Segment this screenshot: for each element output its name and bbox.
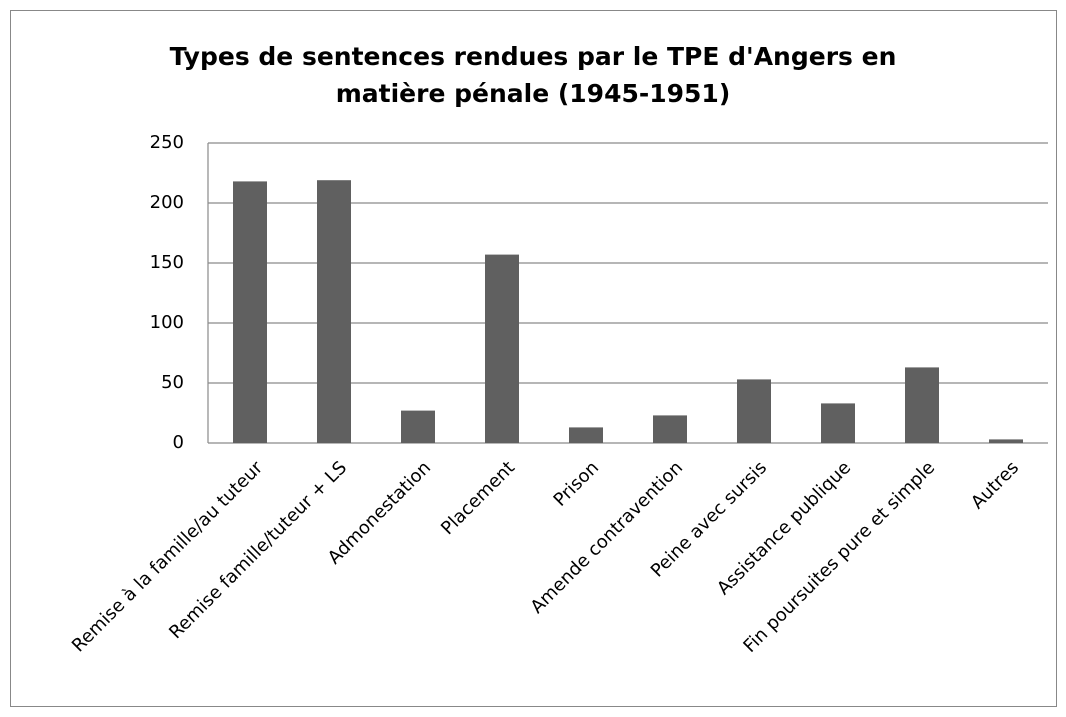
y-tick-label: 50 [161, 372, 184, 393]
bar [569, 427, 603, 443]
y-tick-label: 250 [150, 132, 184, 153]
bar [317, 180, 351, 443]
y-tick-label: 200 [150, 192, 184, 213]
bar [989, 439, 1023, 443]
bar [737, 379, 771, 443]
y-tick-label: 150 [150, 252, 184, 273]
x-tick-label: Remise famille/tuteur + LS [165, 457, 351, 643]
bar [821, 403, 855, 443]
x-tick-label: Amende contravention [527, 457, 688, 618]
bar [653, 415, 687, 443]
y-tick-label: 100 [150, 312, 184, 333]
bar [485, 254, 519, 443]
bar [233, 181, 267, 443]
y-tick-label: 0 [173, 432, 184, 453]
x-tick-label: Placement [437, 457, 519, 539]
bar [401, 410, 435, 443]
x-tick-label: Prison [550, 457, 604, 511]
chart-title: Types de sentences rendues par le TPE d'… [169, 42, 897, 108]
bar [905, 367, 939, 443]
chart-border [10, 10, 1057, 707]
x-tick-label: Autres [967, 457, 1023, 513]
